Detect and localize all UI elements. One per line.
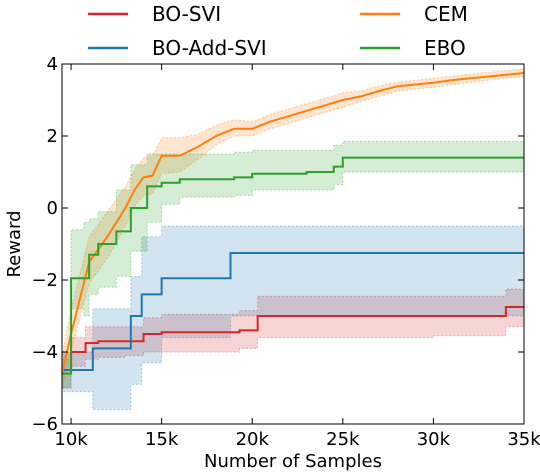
x-tick-label: 25k xyxy=(326,429,360,450)
legend: BO-SVI BO-Add-SVI CEM EBO xyxy=(88,2,468,60)
bo-add-svi-band xyxy=(61,225,525,411)
x-tick-label: 10k xyxy=(54,429,88,450)
y-tick-label: −4 xyxy=(31,342,58,363)
x-tick-label: 30k xyxy=(417,429,451,450)
axis-ticks xyxy=(62,63,525,425)
confidence-bands xyxy=(61,68,525,411)
ebo-line xyxy=(62,156,524,375)
x-axis-label: Number of Samples xyxy=(204,451,382,472)
x-tick-label: 15k xyxy=(145,429,179,450)
y-tick-label: −2 xyxy=(31,270,58,291)
legend-label-ebo: EBO xyxy=(424,36,466,60)
legend-label-cem: CEM xyxy=(424,2,468,26)
series-lines xyxy=(61,72,525,375)
x-tick-label: 20k xyxy=(236,429,270,450)
y-tick-label: −6 xyxy=(31,414,58,435)
ebo-band xyxy=(61,140,525,389)
y-tick-label: 4 xyxy=(47,54,58,75)
legend-label-bo-add-svi: BO-Add-SVI xyxy=(152,36,267,60)
plot-frame xyxy=(61,63,525,425)
legend-label-bo-svi: BO-SVI xyxy=(152,2,221,26)
y-tick-label: 2 xyxy=(47,126,58,147)
y-tick-label: 0 xyxy=(47,198,58,219)
bo-svi-band xyxy=(61,287,525,389)
cem-line xyxy=(61,72,525,374)
bo-svi-line xyxy=(62,306,524,371)
x-tick-label: 35k xyxy=(507,429,540,450)
cem-band xyxy=(61,68,525,389)
bo-add-svi-line xyxy=(62,252,524,371)
y-axis-label: Reward xyxy=(4,210,25,277)
axis-tick-labels: 10k 15k 20k 25k 30k 35k −6 −4 −2 0 2 4 xyxy=(31,54,540,450)
